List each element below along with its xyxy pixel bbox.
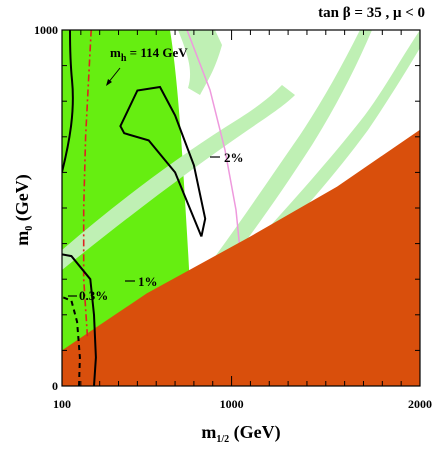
x-axis-label-unit: (GeV) xyxy=(229,422,280,443)
pink-line xyxy=(186,30,241,251)
contour-1pct xyxy=(62,253,97,386)
higgs-label-sub: h xyxy=(121,53,127,64)
contour-0.3pct xyxy=(62,296,81,386)
x-axis-label-symbol: m xyxy=(201,422,216,442)
excluded-region xyxy=(62,129,420,386)
contour-0.3pct-label: 0.3% xyxy=(79,288,108,303)
y-axis-label-sub: 0 xyxy=(24,226,35,231)
x-axis-label: m1/2 (GeV) xyxy=(201,422,280,445)
contour-1pct-label: 1% xyxy=(138,274,158,289)
light-strip-middle xyxy=(170,30,372,315)
contour-left-edge xyxy=(62,30,74,173)
x-tick-label: 1000 xyxy=(220,397,244,411)
light-strip-inner xyxy=(62,85,295,270)
higgs-label-value: = 114 GeV xyxy=(126,45,188,60)
y-axis-label: m0 (GeV) xyxy=(12,174,35,245)
x-axis-label-sub: 1/2 xyxy=(216,434,229,445)
y-axis-label-symbol: m xyxy=(12,231,32,246)
axis-ticks xyxy=(61,29,421,387)
contour-2pct-label: 2% xyxy=(224,150,244,165)
higgs-arrow-head xyxy=(106,79,112,86)
higgs-label-symbol: m xyxy=(110,45,121,60)
y-tick-label: 0 xyxy=(52,379,58,393)
x-tick-label: 100 xyxy=(53,397,71,411)
contour-2pct xyxy=(119,85,207,237)
y-axis-label-unit: (GeV) xyxy=(12,174,33,225)
x-tick-label: 2000 xyxy=(408,397,432,411)
green-region xyxy=(62,30,190,360)
higgs-mass-line xyxy=(82,30,92,337)
plot-area xyxy=(62,30,420,386)
higgs-annotation: mh = 114 GeV xyxy=(110,45,188,64)
y-tick-label: 1000 xyxy=(34,23,58,37)
chart-title: tan β = 35 , μ < 0 xyxy=(318,5,425,21)
